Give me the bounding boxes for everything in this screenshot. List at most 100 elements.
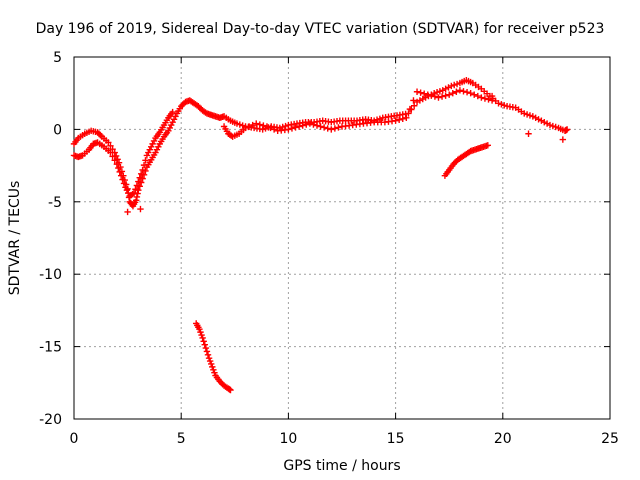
- data-point: [471, 91, 478, 98]
- data-point: [484, 142, 491, 149]
- data-point: [406, 105, 414, 113]
- data-point: [331, 125, 339, 132]
- data-point: [256, 121, 264, 128]
- data-point: [113, 160, 121, 168]
- grid-lines: [74, 57, 610, 419]
- data-point: [165, 127, 172, 135]
- data-point: [136, 174, 143, 181]
- data-point: [467, 90, 474, 97]
- data-point: [166, 124, 173, 132]
- data-point: [451, 81, 458, 89]
- data-point: [282, 122, 289, 130]
- series-1: [70, 108, 176, 200]
- data-point: [200, 338, 207, 345]
- data-point: [563, 126, 571, 133]
- data-point: [111, 157, 118, 164]
- data-point: [145, 149, 152, 156]
- data-point: [546, 121, 554, 129]
- data-point: [552, 123, 559, 131]
- series-5: [124, 92, 567, 216]
- data-point: [525, 130, 532, 137]
- data-point: [169, 108, 176, 116]
- data-point: [463, 89, 471, 96]
- data-point: [122, 184, 129, 191]
- data-point: [526, 112, 534, 119]
- data-point: [142, 157, 149, 164]
- data-point: [428, 92, 435, 99]
- y-axis-label: SDTVAR / TECUs: [7, 181, 23, 296]
- data-point: [495, 100, 502, 107]
- data-point: [260, 122, 267, 129]
- data-point: [288, 125, 296, 132]
- data-point: [523, 111, 531, 118]
- data-point: [424, 91, 431, 98]
- data-point: [170, 116, 178, 123]
- y-axis: 5 0 -5 -10 -15 -20: [39, 50, 610, 428]
- data-point: [139, 166, 146, 174]
- data-point: [245, 123, 253, 130]
- data-point: [133, 193, 141, 201]
- data-point: [116, 168, 123, 176]
- x-tick-label: 0: [70, 431, 79, 447]
- data-point: [167, 121, 175, 129]
- x-tick-label: 25: [601, 431, 619, 447]
- data-point: [559, 136, 567, 143]
- data-point: [485, 96, 492, 103]
- data-point: [233, 120, 241, 127]
- plot-frame: [73, 56, 611, 420]
- data-point: [449, 90, 456, 97]
- data-point: [249, 121, 256, 129]
- y-tick-label: -5: [48, 195, 62, 211]
- data-point: [149, 140, 156, 148]
- data-point: [295, 123, 303, 130]
- data-point: [109, 145, 116, 153]
- data-point: [433, 89, 441, 96]
- data-point: [306, 120, 314, 127]
- data-point: [152, 149, 159, 156]
- data-point: [442, 92, 449, 99]
- data-point: [324, 125, 331, 132]
- data-point: [140, 161, 148, 169]
- data-point: [267, 124, 274, 132]
- data-point: [253, 120, 260, 127]
- x-axis: 0 5 10 15 20 25: [70, 57, 619, 447]
- data-point: [403, 114, 410, 122]
- data-point: [143, 152, 151, 159]
- data-point: [431, 93, 439, 100]
- data-point: [196, 326, 203, 333]
- data-point: [227, 386, 234, 394]
- data-point: [410, 97, 417, 104]
- data-point: [137, 205, 144, 213]
- data-point: [410, 102, 418, 109]
- series-0: [70, 76, 571, 210]
- series-4: [193, 320, 234, 394]
- data-point: [136, 183, 143, 190]
- data-point: [335, 124, 342, 131]
- x-axis-label: GPS time / hours: [283, 458, 400, 474]
- data-point: [150, 137, 158, 145]
- data-point: [146, 146, 153, 153]
- data-point: [137, 170, 145, 178]
- data-point: [201, 341, 208, 348]
- data-point: [320, 124, 328, 131]
- y-tick-label: 0: [53, 122, 62, 138]
- data-point: [137, 179, 145, 186]
- data-point: [292, 124, 299, 131]
- data-point: [438, 93, 446, 100]
- data-point: [130, 189, 138, 197]
- data-point: [198, 331, 205, 339]
- data-point: [114, 156, 121, 163]
- data-point: [135, 187, 142, 194]
- data-point: [436, 88, 444, 95]
- data-point: [107, 149, 114, 156]
- data-point: [376, 115, 384, 122]
- data-point: [142, 167, 149, 175]
- data-point: [413, 88, 421, 95]
- data-point: [120, 180, 128, 187]
- data-point: [448, 82, 455, 90]
- data-point: [446, 91, 453, 98]
- data-point: [115, 164, 122, 172]
- data-point: [263, 123, 271, 130]
- data-point: [197, 328, 204, 336]
